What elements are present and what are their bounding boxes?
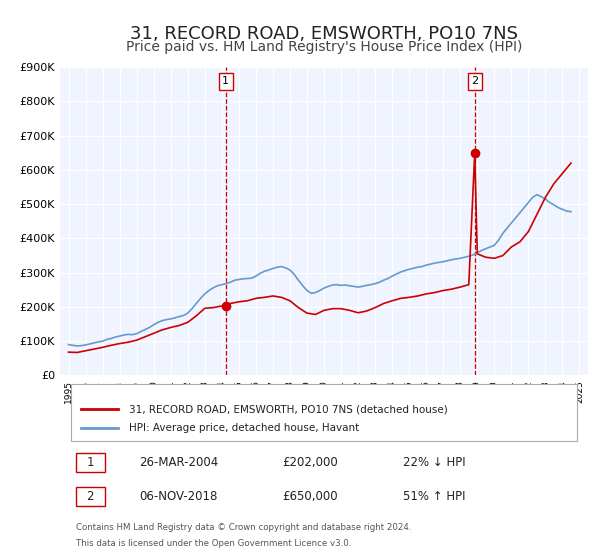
Text: 31, RECORD ROAD, EMSWORTH, PO10 7NS: 31, RECORD ROAD, EMSWORTH, PO10 7NS: [130, 25, 518, 43]
Text: Price paid vs. HM Land Registry's House Price Index (HPI): Price paid vs. HM Land Registry's House …: [126, 40, 522, 54]
Text: 22% ↓ HPI: 22% ↓ HPI: [403, 456, 466, 469]
Text: £202,000: £202,000: [282, 456, 338, 469]
FancyBboxPatch shape: [71, 384, 577, 441]
FancyBboxPatch shape: [76, 452, 105, 472]
Text: 1: 1: [222, 77, 229, 86]
Text: 06-NOV-2018: 06-NOV-2018: [139, 491, 218, 503]
Text: 31, RECORD ROAD, EMSWORTH, PO10 7NS (detached house): 31, RECORD ROAD, EMSWORTH, PO10 7NS (det…: [128, 404, 448, 414]
Text: £650,000: £650,000: [282, 491, 337, 503]
Text: Contains HM Land Registry data © Crown copyright and database right 2024.: Contains HM Land Registry data © Crown c…: [76, 524, 412, 533]
Text: 2: 2: [471, 77, 478, 86]
Text: 51% ↑ HPI: 51% ↑ HPI: [403, 491, 466, 503]
Text: 1: 1: [86, 456, 94, 469]
Text: 2: 2: [86, 491, 94, 503]
Text: 26-MAR-2004: 26-MAR-2004: [139, 456, 218, 469]
FancyBboxPatch shape: [76, 487, 105, 506]
Text: HPI: Average price, detached house, Havant: HPI: Average price, detached house, Hava…: [128, 423, 359, 433]
Text: This data is licensed under the Open Government Licence v3.0.: This data is licensed under the Open Gov…: [76, 539, 351, 548]
